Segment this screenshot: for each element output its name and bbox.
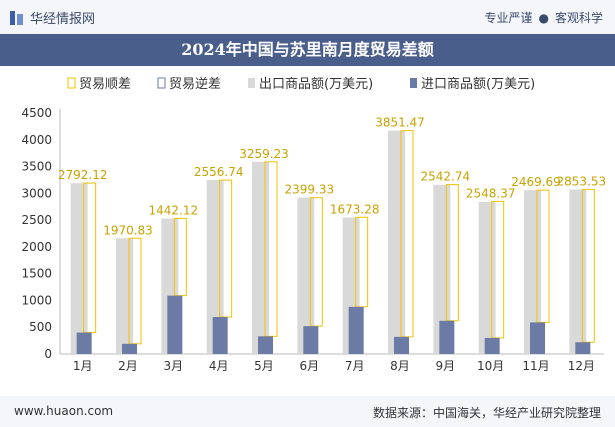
legend-label-3: 进口商品额(万美元) [421,77,535,92]
import-bar [394,336,409,354]
import-bar [212,317,228,354]
x-tick-label: 9月 [436,359,456,373]
legend-swatch-0 [67,77,76,89]
import-bar [575,342,591,354]
x-tick-label: 11月 [522,359,549,373]
import-bar [348,306,364,354]
import-bar [122,343,137,354]
brand: 华经情报网 [10,8,95,27]
x-tick-label: 6月 [300,359,320,373]
import-bar [484,337,500,354]
legend-swatch-3 [410,78,417,88]
top-bar: 华经情报网 专业严谨 ● 客观科学 [0,0,615,34]
surplus-bar [173,217,187,297]
x-tick-label: 4月 [209,359,229,373]
x-tick-label: 2月 [118,359,138,373]
chart: 贸易顺差 贸易逆差 出口商品额(万美元) 进口商品额(万美元) 0 500 1000 1500… [21,76,607,373]
import-bar [167,295,183,354]
footer-source: 数据来源：中国海关，华经产业研究院整理 [372,406,601,420]
import-bar [303,326,319,354]
import-bar [76,332,92,354]
surplus-data-label: 2542.74 [421,170,471,184]
export-bar [478,201,496,354]
surplus-data-label: 2469.69 [511,175,561,189]
export-bar [388,130,405,354]
x-tick-label: 12月 [568,359,595,373]
legend-swatch-1 [157,77,166,89]
legend-label-1: 贸易逆差 [169,76,221,92]
surplus-data-label: 3259.23 [239,147,289,161]
y-tick-label: 3500 [21,160,52,174]
dot-separator-icon: ● [538,11,549,25]
brand-name: 华经情报网 [30,12,96,27]
footer: www.huaon.com 数据来源：中国海关，华经产业研究院整理 [0,396,615,427]
x-tick-label: 1月 [73,359,93,373]
legend-label-2: 出口商品额(万美元) [259,77,373,92]
x-tick-label: 7月 [345,359,365,373]
surplus-data-label: 2792.12 [58,168,108,182]
import-bar [258,336,273,354]
y-tick-label: 3000 [21,186,52,200]
import-bar [530,322,545,354]
legend-label-0: 贸易顺差 [79,77,131,92]
y-tick-label: 4500 [21,106,52,120]
x-tick-label: 3月 [164,359,184,373]
surplus-data-label: 1442.12 [149,203,199,217]
y-tick-label: 4000 [21,133,52,147]
surplus-data-label: 1673.28 [330,202,380,216]
export-bar [569,189,587,354]
chart-title: 2024年中国与苏里南月度贸易差额 [0,34,615,66]
x-tick-label: 5月 [254,359,274,373]
footer-url: www.huaon.com [14,404,114,418]
tagline-1: 专业严谨 [484,11,533,25]
y-tick-label: 2000 [21,240,52,254]
brand-logo-icon [10,10,24,25]
surplus-data-label: 1970.83 [103,223,153,237]
x-tick-label: 10月 [477,359,504,373]
surplus-data-label: 3851.47 [375,116,425,130]
export-bar [252,161,269,354]
y-tick-label: 500 [29,320,52,334]
surplus-data-label: 2399.33 [285,183,335,197]
y-tick-label: 1500 [21,267,52,281]
surplus-data-label: 2556.74 [194,165,244,179]
surplus-data-label: 2853.53 [557,174,607,188]
surplus-data-label: 2548.37 [466,186,516,200]
export-bar [116,238,133,354]
legend-swatch-2 [248,78,255,88]
tagline-2: 客观科学 [554,11,603,25]
y-tick-label: 0 [44,347,52,361]
export-bar [70,183,88,354]
x-tick-label: 8月 [390,359,410,373]
import-bar [439,320,455,354]
tagline: 专业严谨 ● 客观科学 [484,9,603,26]
y-tick-label: 1000 [21,293,52,307]
y-tick-label: 2500 [21,213,52,227]
